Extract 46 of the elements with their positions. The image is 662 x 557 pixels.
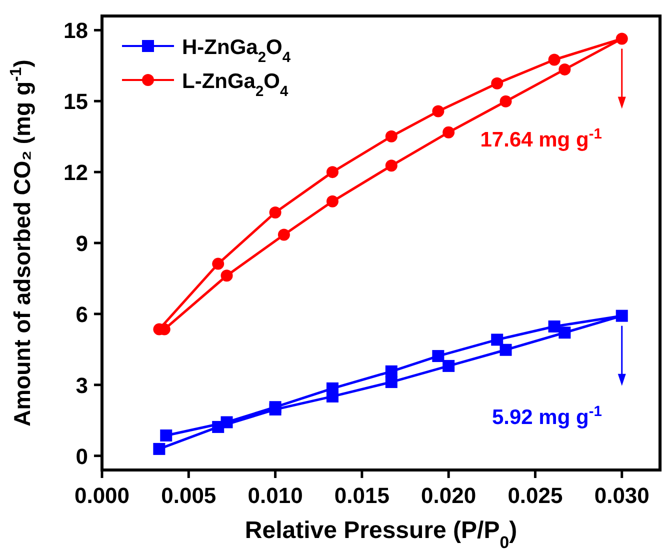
y-tick-label: 3 — [76, 372, 88, 398]
x-tick-label: 0.000 — [74, 483, 130, 508]
point — [326, 166, 338, 178]
y-tick-label: 15 — [64, 89, 88, 114]
point — [500, 95, 512, 108]
x-tick-label: 0.030 — [594, 483, 650, 508]
point — [616, 32, 628, 45]
point — [220, 416, 233, 428]
point — [491, 77, 504, 90]
legend-label: H-ZnGa$_{2}$O$_{4}$ — [182, 36, 292, 66]
y-tick-label: 6 — [76, 302, 88, 327]
point — [385, 365, 398, 378]
y-tick-label: 9 — [76, 231, 88, 256]
point — [442, 360, 455, 372]
point — [212, 258, 224, 270]
point — [548, 320, 560, 332]
point — [548, 54, 560, 66]
point — [432, 105, 444, 118]
point — [160, 429, 172, 442]
x-axis-title: Relative Pressure (P/P$_{0}$) — [244, 517, 518, 552]
point — [385, 130, 398, 142]
x-tick-label: 0.020 — [421, 483, 476, 508]
point — [500, 344, 512, 356]
point — [278, 228, 290, 241]
point — [442, 126, 455, 138]
point — [326, 195, 338, 208]
point — [326, 382, 338, 394]
point — [616, 310, 628, 322]
legend-label: L-ZnGa$_{2}$O$_{4}$ — [182, 70, 290, 100]
point — [432, 350, 444, 362]
point — [491, 334, 504, 346]
y-tick-label: 12 — [64, 160, 88, 186]
x-tick-label: 0.025 — [508, 483, 563, 508]
point — [558, 63, 571, 76]
point — [385, 160, 398, 172]
annotation: 17.64 mg g$^{-1}$ — [480, 126, 602, 152]
point — [220, 270, 233, 282]
y-tick-label: 0 — [76, 444, 88, 469]
point — [269, 206, 282, 218]
point — [153, 442, 166, 455]
y-tick-label: 18 — [64, 18, 88, 44]
annotation: 5.92 mg g$^{-1}$ — [492, 404, 602, 429]
x-tick-label: 0.010 — [248, 483, 303, 508]
x-tick-label: 0.015 — [334, 483, 390, 508]
x-tick-label: 0.005 — [161, 483, 216, 508]
point — [558, 326, 571, 339]
